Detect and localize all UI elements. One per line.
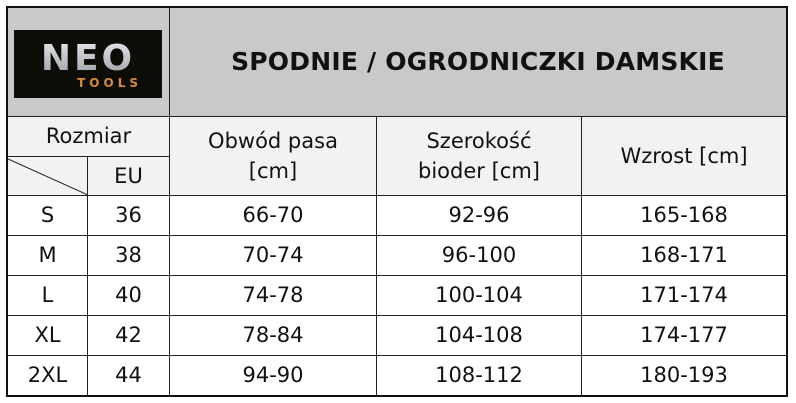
header-waist: Obwód pasa [cm] (170, 117, 377, 196)
header-size: Rozmiar (8, 117, 170, 157)
header-eu: EU (88, 157, 170, 196)
cell-size: 2XL (8, 356, 88, 395)
header-hips: Szerokość bioder [cm] (377, 117, 582, 196)
cell-height: 168-171 (582, 236, 786, 276)
cell-eu: 36 (88, 196, 170, 236)
cell-waist: 78-84 (170, 316, 377, 356)
page-title: SPODNIE / OGRODNICZKI DAMSKIE (170, 8, 786, 117)
cell-height: 180-193 (640, 363, 728, 388)
cell-waist: 74-78 (170, 276, 377, 316)
cell-hips: 108-112 (377, 356, 582, 395)
cell-hips: 100-104 (377, 276, 582, 316)
cell-size: M (8, 236, 88, 276)
cell-eu: 38 (88, 236, 170, 276)
size-chart-table: NEO TOOLS SPODNIE / OGRODNICZKI DAMSKIE … (6, 6, 788, 397)
diagonal-line (8, 158, 88, 196)
cell-waist: 70-74 (170, 236, 377, 276)
cell-hips: 104-108 (377, 316, 582, 356)
cell-size: XL (8, 316, 88, 356)
cell-height: 171-174 (582, 276, 786, 316)
cell-size: S (8, 196, 88, 236)
neo-tools-logo: NEO TOOLS (14, 30, 162, 98)
cell-waist: 94-90 (170, 356, 377, 395)
cell-waist: 66-70 (170, 196, 377, 236)
cell-height: 174-177 (582, 316, 786, 356)
cell-hips: 96-100 (377, 236, 582, 276)
cell-eu: 44 (88, 356, 170, 395)
logo-cell: NEO TOOLS (8, 8, 170, 117)
cell-eu: 42 (88, 316, 170, 356)
cell-hips: 92-96 (377, 196, 582, 236)
cell-eu: 40 (88, 276, 170, 316)
diagonal-cell (8, 157, 88, 196)
cell-height: 165-168 (582, 196, 786, 236)
header-height: Wzrost [cm] (582, 117, 786, 196)
cell-size: L (8, 276, 88, 316)
